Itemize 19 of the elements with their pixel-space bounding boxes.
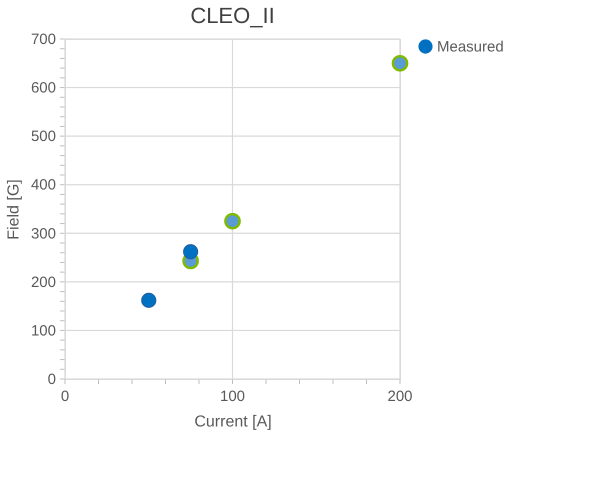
y-tick-label: 500 (30, 128, 56, 146)
point (224, 212, 241, 230)
y-tick-label: 300 (30, 225, 56, 242)
y-tick-label: 600 (30, 80, 56, 97)
point (392, 54, 408, 72)
x-tick-label: 100 (220, 388, 246, 405)
y-axis-title: Field [G] (6, 179, 22, 240)
y-tick-label: 100 (30, 322, 56, 340)
point (141, 292, 156, 308)
legend-label: Measured (437, 38, 504, 56)
y-tick-label: 400 (30, 176, 56, 194)
y-tick-label: 700 (30, 31, 56, 48)
x-tick-label: 0 (60, 388, 70, 405)
point (183, 244, 198, 260)
x-tick-label: 200 (387, 388, 413, 405)
y-tick-label: 200 (30, 274, 56, 291)
y-tick-label: 0 (48, 371, 56, 388)
x-axis-title: Current [A] (194, 414, 272, 430)
chart-title: CLEO_II (190, 3, 275, 28)
